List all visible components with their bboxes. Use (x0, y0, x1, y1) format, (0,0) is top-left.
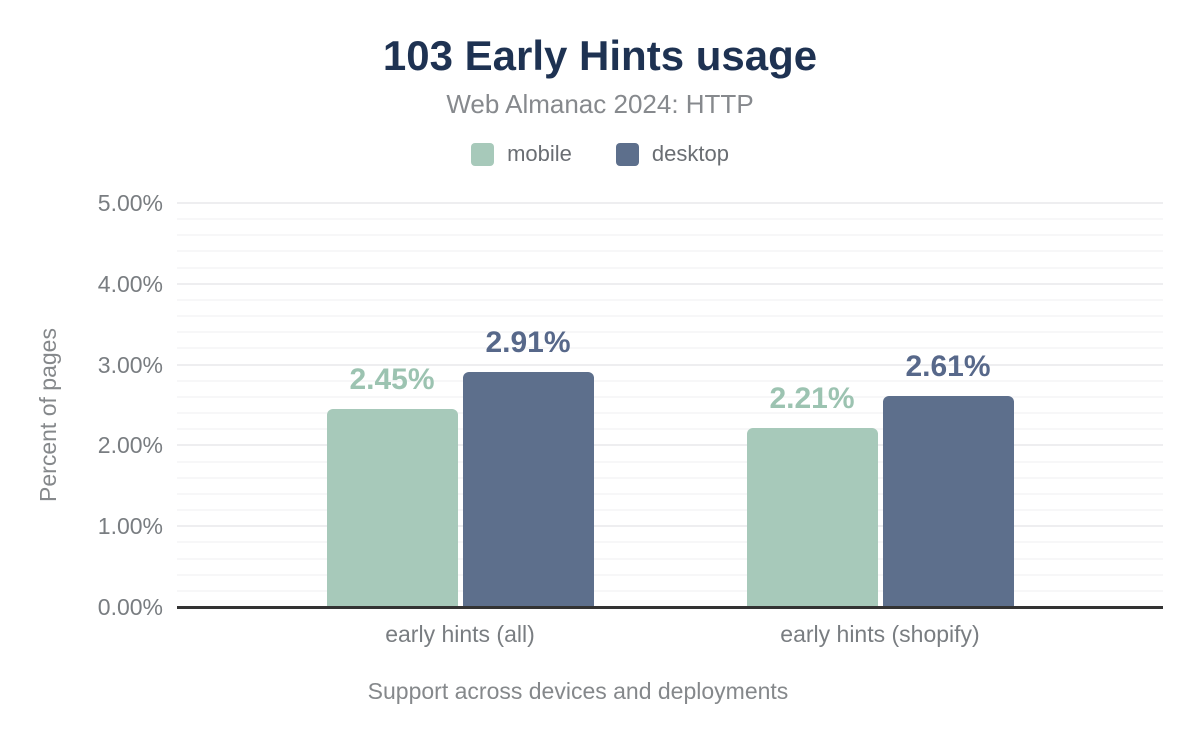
gridline-major (177, 202, 1163, 204)
gridline-minor (177, 428, 1163, 430)
legend-label: mobile (507, 141, 572, 166)
gridline-minor (177, 299, 1163, 301)
bar-mobile-0 (327, 409, 458, 607)
bar-value-label: 2.21% (769, 382, 855, 415)
y-tick-label: 3.00% (97, 352, 163, 378)
gridline-minor (177, 234, 1163, 236)
chart-title: 103 Early Hints usage (382, 32, 818, 79)
chart-subtitle: Web Almanac 2024: HTTP (446, 89, 754, 119)
y-axis-title: Percent of pages (35, 328, 61, 502)
gridline-minor (177, 267, 1163, 269)
gridline-minor (177, 412, 1163, 414)
gridline-minor (177, 331, 1163, 333)
bar-desktop-0 (463, 372, 594, 607)
gridline-minor (177, 558, 1163, 560)
x-axis-title: Support across devices and deployments (367, 678, 789, 704)
y-tick-label: 1.00% (97, 513, 163, 539)
gridline-minor (177, 493, 1163, 495)
gridline-minor (177, 380, 1163, 382)
legend-label: desktop (651, 141, 729, 166)
y-tick-label: 0.00% (97, 594, 163, 620)
gridline-minor (177, 574, 1163, 576)
gridline-major (177, 364, 1163, 366)
gridline-minor (177, 396, 1163, 398)
gridline-minor (177, 509, 1163, 511)
bar-value-label: 2.45% (349, 363, 435, 396)
legend-item-mobile: mobile (471, 141, 572, 167)
gridline-minor (177, 250, 1163, 252)
y-tick-label: 2.00% (97, 432, 163, 458)
gridline-minor (177, 218, 1163, 220)
gridline-minor (177, 315, 1163, 317)
x-category-label: early hints (shopify) (780, 621, 980, 647)
legend-swatch-icon (471, 142, 495, 166)
x-axis-line (177, 606, 1163, 609)
y-tick-label: 4.00% (97, 271, 163, 297)
y-tick-label: 5.00% (97, 190, 163, 216)
gridline-minor (177, 477, 1163, 479)
bar-desktop-1 (883, 396, 1014, 607)
gridline-minor (177, 461, 1163, 463)
bar-mobile-1 (747, 428, 878, 607)
legend: mobile desktop (0, 141, 1200, 167)
bar-value-label: 2.61% (905, 350, 991, 383)
gridline-minor (177, 347, 1163, 349)
legend-swatch-icon (615, 142, 639, 166)
gridline-minor (177, 590, 1163, 592)
gridline-major (177, 444, 1163, 446)
gridline-minor (177, 541, 1163, 543)
bar-value-label: 2.91% (485, 326, 571, 359)
legend-item-desktop: desktop (615, 141, 729, 167)
gridline-major (177, 283, 1163, 285)
gridline-major (177, 525, 1163, 527)
x-category-label: early hints (all) (385, 621, 535, 647)
